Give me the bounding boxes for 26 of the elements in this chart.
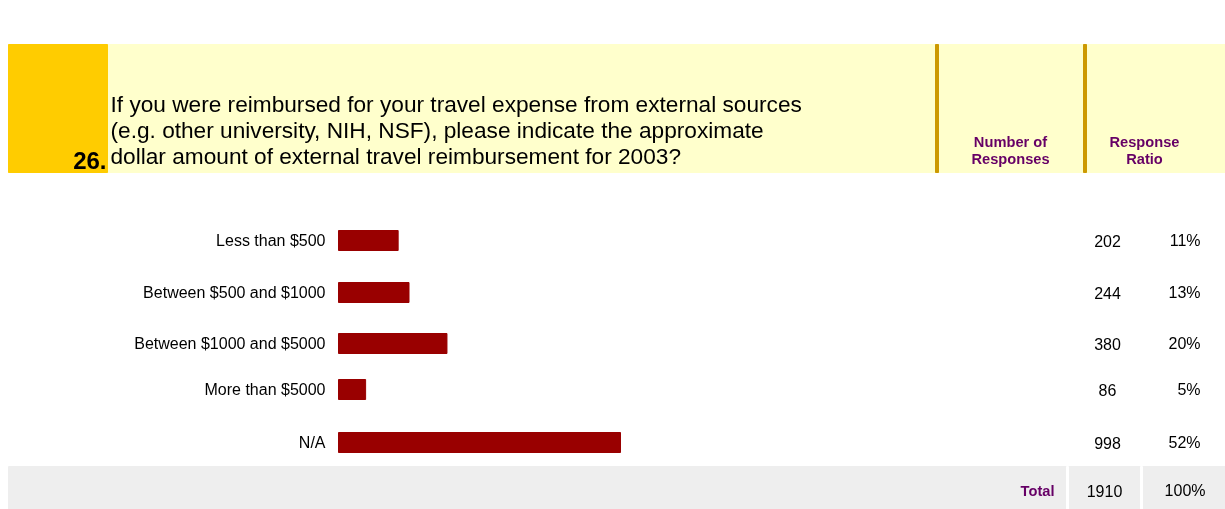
text: Number of Responses: [971, 133, 1050, 167]
y-tick-label: N/A: [298, 434, 326, 451]
text: 26.: [73, 146, 107, 174]
y-tick-label: Between $1000 and $5000: [134, 335, 326, 352]
y-tick-label: Less than $500: [216, 232, 326, 249]
bar: [338, 282, 410, 303]
bar: [338, 333, 448, 354]
text: Response Ratio: [1109, 133, 1180, 167]
data-label: 13%: [1168, 284, 1201, 301]
text: 380: [1094, 335, 1121, 353]
y-tick-label: More than $5000: [204, 381, 326, 398]
text: Total: [1020, 482, 1055, 499]
text: 998: [1094, 434, 1121, 452]
chart-title: If you were reimbursed for your travel expense from external sources (e.g. other university, NIH, NSF), please indicate the approximate dollar amount of external travel reimbursement for 2003?: [110, 90, 802, 169]
text: 86: [1098, 381, 1117, 399]
text: 100%: [1164, 482, 1206, 499]
data-label: 20%: [1168, 335, 1201, 352]
data-label: 52%: [1168, 434, 1201, 451]
data-label: 11%: [1169, 232, 1201, 249]
text: 1910: [1086, 482, 1123, 500]
y-tick-label: Between $500 and $1000: [143, 284, 326, 301]
bar: [338, 230, 399, 251]
data-label: 5%: [1177, 381, 1201, 398]
text: 244: [1094, 284, 1121, 302]
text: 202: [1094, 232, 1121, 250]
bar: [338, 432, 621, 453]
